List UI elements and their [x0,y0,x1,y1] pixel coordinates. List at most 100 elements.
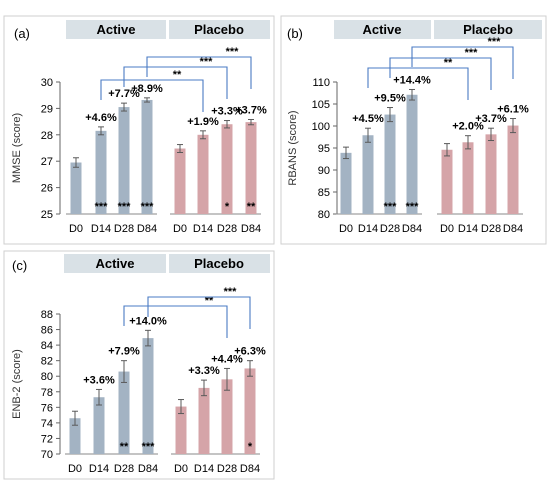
panel-b-x-tick-label: D14 [458,223,478,235]
panel-a-x-tick-label: D84 [241,223,261,235]
panel-a-bar-placebo-d14 [197,134,209,214]
panel-b-y-tick-label: 95 [318,143,330,155]
panel-a-sig-marker: ** [247,201,256,213]
panel-c-y-tick-label: 80 [41,371,53,383]
panel-c-comparison-label: *** [224,286,238,298]
panel-b-header-active [334,20,431,39]
panel-c-y-tick-label: 72 [41,433,53,445]
panel-c-bar-placebo-d28 [221,379,233,454]
panel-b-bar-placebo-d84 [507,125,519,214]
panel-a-x-tick-label: D0 [173,223,187,235]
panel-c: (c) Active Placebo 70 72 74 76 78 80 82 84 86 88 E… [3,250,275,480]
panel-a-bar-placebo-d0 [174,148,186,214]
panel-c-y-tick-label: 78 [41,387,53,399]
panel-b-bar-placebo-d14 [462,142,474,214]
panel-c-comparison-label: ** [205,295,214,307]
panel-c-sig-marker: * [248,441,253,453]
panel-a-x-tick-label: D14 [193,223,213,235]
panel-a-pct-label: +3.3% [211,106,243,118]
panel-b-frame [280,15,547,245]
panel-a-comparison-bracket [123,66,228,99]
panel-b-group-placebo: Placebo [463,22,513,37]
panel-b-pct-label: +6.1% [497,104,529,116]
panel-c-y-tick-label: 70 [41,449,53,461]
panel-c-x-tick-label: D28 [114,463,134,475]
panel-b-plot: 80 85 90 95 100 105 110 RBANS (score) D0 +4.5% D14… [287,36,529,235]
panel-c-bar-active-d0 [69,418,81,454]
panel-a-bar-active-d84 [141,99,153,214]
panel-a-x-tick-label: D28 [114,223,134,235]
panel-c-x-tick-label: D84 [138,463,158,475]
panel-c-plot: 70 72 74 76 78 80 82 84 86 88 ENB-2 (score) D0 +3.6%… [11,286,266,475]
panel-a-bar-active-d0 [70,162,82,214]
panel-a-group-placebo: Placebo [194,22,244,37]
panel-b-sig-marker: *** [406,201,420,213]
panel-a-bar-placebo-d28 [221,124,233,214]
panel-c-x-tick-label: D0 [174,463,188,475]
panel-a-x-tick-label: D28 [217,223,237,235]
panel-a: (a) Active Placebo 25 26 27 28 29 30 MMSE (sco… [3,15,275,245]
panel-a-bar-active-d14 [95,130,107,214]
panel-a-label: (a) [14,26,30,41]
panel-b-x-tick-label: D28 [481,223,501,235]
panel-a-y-tick-label: 29 [41,103,53,115]
panel-a-x-tick-label: D14 [91,223,111,235]
panel-c-sig-marker: *** [142,441,156,453]
panel-a-sig-marker: *** [141,201,155,213]
panel-b-y-axis-label: RBANS (score) [287,110,299,185]
panel-a-x-tick-label: D84 [137,223,157,235]
panel-c-x-tick-label: D0 [68,463,82,475]
panel-a-header-placebo [169,20,270,39]
panel-b-group-active: Active [362,22,401,37]
panel-c-x-tick-label: D84 [240,463,260,475]
panel-b-comparison-label: *** [465,47,479,59]
panel-b-comparison-bracket [367,67,469,100]
panel-c-pct-label: +6.3% [234,346,266,358]
panel-c-y-tick-label: 74 [41,418,53,430]
panel-b-bar-active-d14 [362,135,374,214]
panel-c-y-tick-label: 88 [41,309,53,321]
panel-a-x-tick-label: D0 [69,223,83,235]
panel-b-bar-active-d0 [340,152,352,214]
panel-c-x-tick-label: D14 [194,463,214,475]
panel-c-comparison-bracket [147,296,251,329]
panel-b-x-tick-label: D84 [503,223,523,235]
panel-a-bar-placebo-d84 [245,122,257,214]
panel-c-group-active: Active [95,256,134,271]
panel-c-frame [3,250,275,480]
panel-b-comparison-bracket [389,57,492,90]
panel-b-pct-label: +14.4% [393,74,431,86]
panel-a-y-tick-label: 28 [41,130,53,142]
panel-c-bar-active-d14 [93,397,105,454]
panel-b-y-tick-label: 80 [318,209,330,221]
panel-b-bar-active-d28 [384,114,396,214]
panel-c-bar-active-d84 [142,338,154,454]
panel-c-comparison-bracket [123,305,228,338]
panel-b-bar-placebo-d0 [441,149,453,214]
panel-b-pct-label: +3.7% [475,113,507,125]
panel-b-comparison-label: ** [444,57,453,69]
panel-b-y-tick-label: 110 [312,77,330,89]
panel-a-pct-label: +3.7% [235,104,267,116]
panel-b-pct-label: +2.0% [452,121,484,133]
panel-a-pct-label: +8.9% [131,83,163,95]
panel-b-bar-active-d84 [406,94,418,214]
panel-b-x-tick-label: D14 [358,223,378,235]
panel-c-group-placebo: Placebo [194,256,244,271]
panel-a-y-tick-label: 30 [41,77,53,89]
panel-c-header-placebo [169,254,270,273]
panel-c-pct-label: +4.4% [211,353,243,365]
panel-a-y-tick-label: 26 [41,183,53,195]
panel-b-comparison-label: *** [488,36,502,48]
panel-a-pct-label: +7.7% [108,88,140,100]
panel-c-x-tick-label: D14 [89,463,109,475]
panel-c-y-tick-label: 86 [41,325,53,337]
panel-c-header-active [64,254,166,273]
panel-a-bar-active-d28 [118,107,130,214]
panel-a-comparison-label: *** [200,56,214,68]
panel-c-y-tick-label: 82 [41,356,53,368]
panel-c-y-tick-label: 84 [41,340,53,352]
panel-b-x-tick-label: D0 [339,223,353,235]
